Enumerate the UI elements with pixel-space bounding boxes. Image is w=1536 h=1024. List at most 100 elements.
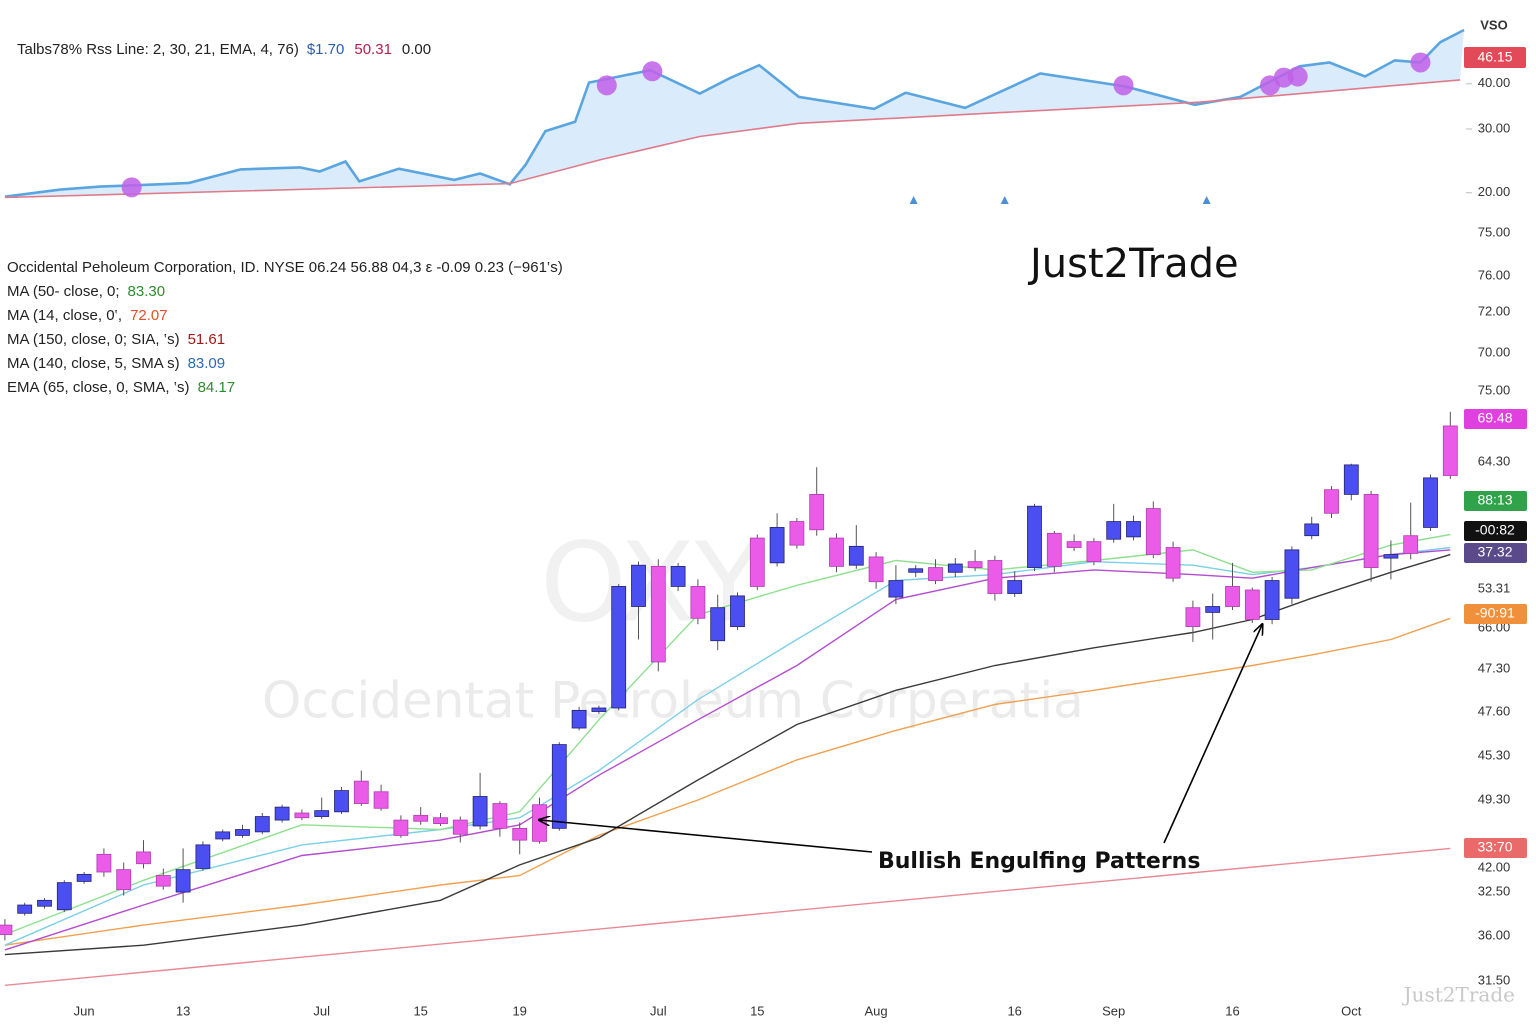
panel-title: VSO <box>1480 17 1507 32</box>
candle-body <box>947 563 963 573</box>
x-tick-label: Jun <box>74 1003 95 1018</box>
candle-body <box>195 844 211 869</box>
price-badge-label: 37.32 <box>1477 544 1512 560</box>
x-tick-label: 16 <box>1225 1003 1239 1018</box>
price-badge <box>1464 543 1527 563</box>
candle-body <box>1165 547 1181 579</box>
y-tick-label: 20.00 <box>1478 184 1511 199</box>
price-badge-label: 33:70 <box>1477 839 1512 855</box>
candle-body <box>37 899 52 907</box>
candle-body <box>274 806 290 821</box>
candle-body <box>591 707 607 712</box>
x-tick-label: Jul <box>313 1003 330 1018</box>
y-tick-label: 30.00 <box>1478 120 1511 135</box>
annotation-arrow <box>1163 625 1262 844</box>
candle-body <box>987 560 1003 594</box>
candle-body <box>1383 554 1399 559</box>
candle-body <box>1363 493 1379 568</box>
candle-body <box>1046 532 1062 567</box>
candle-body <box>116 869 132 891</box>
signal-marker <box>596 75 617 96</box>
candle-body <box>1284 549 1300 599</box>
candle-body <box>710 607 726 642</box>
legend-value: $1.70 <box>307 41 345 58</box>
price-axis-label: 45.30 <box>1478 747 1511 762</box>
area-fill <box>4 30 1465 198</box>
x-tick-label: 13 <box>176 1003 190 1018</box>
candle-body <box>1106 521 1122 540</box>
price-axis-label: 49.30 <box>1478 791 1511 806</box>
price-axis-label: 70.00 <box>1478 344 1511 359</box>
candle-body <box>96 853 112 873</box>
symbol-line: Occidental Peholeum Corporation, ID. NYS… <box>7 259 563 276</box>
candle-body <box>235 829 250 836</box>
candle-body <box>1205 606 1221 613</box>
candle-body <box>571 709 587 729</box>
price-axis-label: 75.00 <box>1478 224 1511 239</box>
company-watermark: Occidentat Petroleum Corperatia <box>262 672 1084 730</box>
candle-body <box>848 545 864 566</box>
candle-body <box>1304 523 1320 537</box>
y-tick-label: 40.00 <box>1478 75 1511 90</box>
candle-body <box>1343 464 1359 495</box>
candle-body <box>17 904 33 914</box>
candle-body <box>730 595 745 627</box>
candle-body <box>254 816 270 833</box>
indicator-line <box>4 79 1461 199</box>
annotation: Bullish Engulfing Patterns <box>540 625 1262 874</box>
candle-body <box>353 780 369 804</box>
legend-value: 83.30 <box>128 283 166 300</box>
candle-body <box>76 873 92 882</box>
price-badge-label: -00:82 <box>1475 522 1515 538</box>
candle-body <box>690 586 706 619</box>
candle-body <box>314 810 330 817</box>
price-axis-label: 32.50 <box>1478 883 1511 898</box>
candle-body <box>393 819 409 836</box>
price-panel: Jun 13 Jul 15 19 Jul 15 Aug 16 Sep 16 Oct 75.00 76.00… <box>0 224 1527 1018</box>
price-axis-label: 47.60 <box>1478 703 1511 718</box>
brand-watermark: Just2Trade <box>1027 241 1239 287</box>
moving-average <box>4 533 1451 936</box>
price-axis-label: 31.50 <box>1478 972 1511 987</box>
candle-body <box>809 493 825 531</box>
price-badge <box>1464 604 1527 624</box>
price-badge <box>1464 409 1527 429</box>
price-badge-label: 69.48 <box>1477 410 1512 426</box>
candle-body <box>175 869 191 893</box>
candle-body <box>631 564 646 607</box>
candle-body <box>1324 489 1339 514</box>
legend-value: 0.00 <box>402 41 431 58</box>
candle-body <box>551 744 567 829</box>
candle-body <box>611 586 627 709</box>
candle-body <box>512 827 528 841</box>
annotation-arrow <box>540 820 873 853</box>
x-tick-label: Sep <box>1102 1003 1125 1018</box>
moving-average <box>4 549 1451 951</box>
candle-body <box>155 875 171 887</box>
legend-name: Talbs78% Rss Line: 2, 30, 21, EMA, 4, 76… <box>17 41 299 58</box>
x-tick-label: 15 <box>750 1003 764 1018</box>
candle-body <box>888 580 904 598</box>
candle-body <box>670 565 686 587</box>
candle-body <box>1126 521 1141 538</box>
candle-body <box>829 537 844 567</box>
candle-body <box>56 882 72 911</box>
x-tick-label: 16 <box>1007 1003 1021 1018</box>
indicator-panel: 40.00 30.00 20.00 VSO 46.15 <box>4 17 1526 204</box>
candle-body <box>908 568 924 573</box>
moving-average <box>4 847 1451 986</box>
price-badge-label: -90:91 <box>1475 605 1515 621</box>
legend-name: MA (150, close, 0; SIA, ‛s) <box>7 331 180 348</box>
candle-body <box>1423 477 1438 528</box>
candle-body <box>492 803 508 829</box>
candle-body <box>413 814 429 822</box>
legend-value: 83.09 <box>188 355 226 372</box>
signal-marker <box>121 177 142 198</box>
price-axis-label: 64.30 <box>1478 453 1511 468</box>
watermarks: OXY Occidentat Petroleum Corperatia Just… <box>262 241 1515 1007</box>
signal-triangle <box>1000 196 1009 204</box>
candle-body <box>789 521 805 546</box>
candle-body <box>433 817 448 825</box>
price-axis-label: 47.30 <box>1478 660 1511 675</box>
legend-value: 72.07 <box>130 307 168 324</box>
